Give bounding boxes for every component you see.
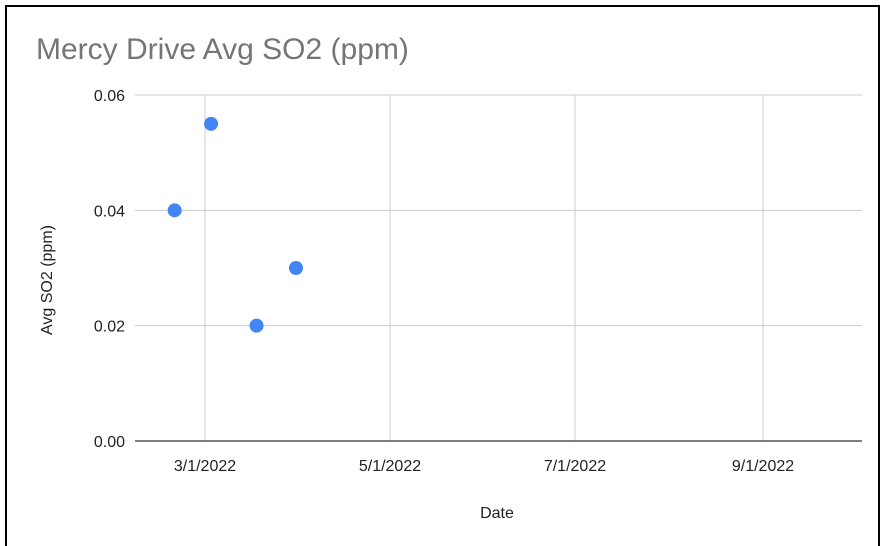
- y-tick-labels: 0.00 0.02 0.04 0.06: [94, 88, 125, 451]
- y-axis-title: Avg SO2 (ppm): [39, 225, 56, 335]
- data-point: [167, 203, 182, 218]
- data-points: [167, 116, 303, 333]
- y-tick-label: 0.04: [94, 203, 125, 220]
- x-tick-label: 9/1/2022: [732, 458, 794, 475]
- x-tick-label: 5/1/2022: [359, 458, 421, 475]
- chart-title: Mercy Drive Avg SO2 (ppm): [36, 33, 409, 66]
- y-tick-label: 0.00: [94, 434, 125, 451]
- data-point: [249, 318, 264, 333]
- y-tick-label: 0.06: [94, 88, 125, 105]
- x-tick-labels: 3/1/2022 5/1/2022 7/1/2022 9/1/2022: [174, 458, 794, 475]
- x-tick-label: 3/1/2022: [174, 458, 236, 475]
- y-tick-label: 0.02: [94, 319, 125, 336]
- data-point: [204, 116, 219, 131]
- data-point: [288, 261, 303, 275]
- x-axis-title: Date: [480, 505, 514, 522]
- gridlines: [135, 94, 862, 441]
- x-tick-label: 7/1/2022: [544, 458, 606, 475]
